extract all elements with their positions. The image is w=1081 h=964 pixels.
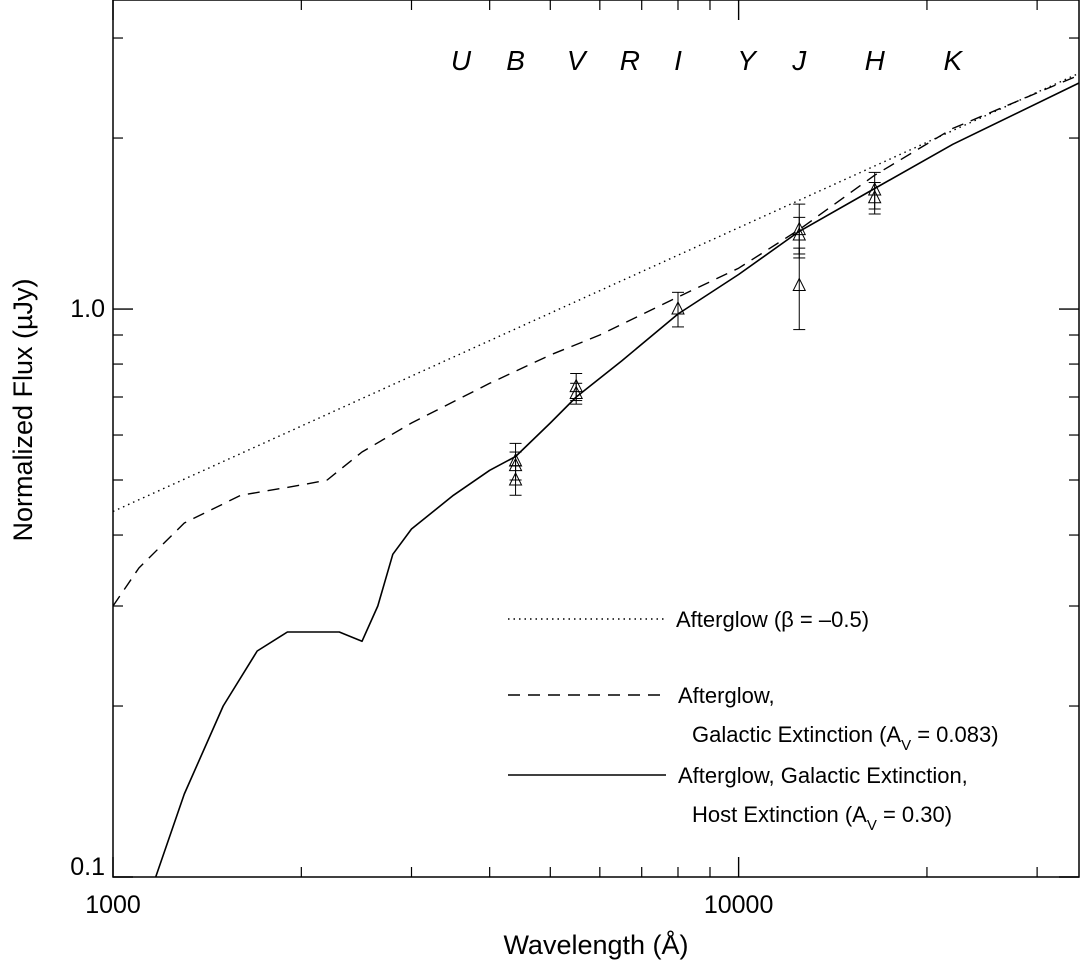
triangle-marker: [671, 300, 685, 315]
legend-label-dashed-2: Galactic Extinction (AV = 0.083): [692, 722, 999, 754]
band-label-H: H: [865, 45, 886, 76]
x-tick-label: 1000: [85, 891, 141, 919]
triangle-marker: [569, 385, 583, 400]
band-label-V: V: [567, 45, 588, 76]
legend-label-dotted: Afterglow (β = –0.5): [676, 607, 869, 632]
triangle-marker: [508, 471, 523, 486]
band-label-U: U: [451, 45, 472, 76]
band-label-R: R: [620, 45, 640, 76]
legend-label-dashed-1: Afterglow,: [678, 683, 775, 708]
data-point: [569, 382, 583, 405]
series-solid-line: [154, 82, 1080, 878]
model-curves: [112, 72, 1080, 878]
series-dashed-line: [112, 74, 1080, 607]
triangle-marker: [792, 226, 807, 241]
y-axis-title: Normalized Flux (µJy): [8, 278, 38, 541]
data-point: [671, 291, 685, 328]
series-dotted-line: [112, 72, 1080, 513]
band-label-B: B: [506, 45, 525, 76]
observations: [508, 171, 882, 496]
data-point: [867, 182, 882, 215]
data-point: [792, 247, 807, 331]
band-label-Y: Y: [737, 45, 758, 76]
x-tick-label: 10000: [704, 891, 774, 919]
data-point: [508, 465, 523, 496]
band-label-I: I: [674, 45, 682, 76]
triangle-marker: [792, 277, 807, 292]
legend-label-solid-1: Afterglow, Galactic Extinction,: [678, 763, 968, 788]
band-label-K: K: [944, 45, 964, 76]
major-ticks: [112, 0, 1079, 878]
y-tick-label: 1.0: [70, 295, 105, 323]
x-axis-title: Wavelength (Å): [503, 929, 688, 960]
minor-ticks: [113, 0, 1079, 877]
triangle-marker: [867, 189, 882, 204]
legend-label-solid-2: Host Extinction (AV = 0.30): [692, 802, 952, 834]
band-label-J: J: [791, 45, 807, 76]
y-tick-label: 0.1: [70, 853, 105, 881]
tick-labels: 1000 10000 0.1 1.0: [70, 295, 773, 919]
legend: Afterglow (β = –0.5) Afterglow, Galactic…: [508, 607, 999, 834]
plot-frame: [112, 0, 1080, 878]
